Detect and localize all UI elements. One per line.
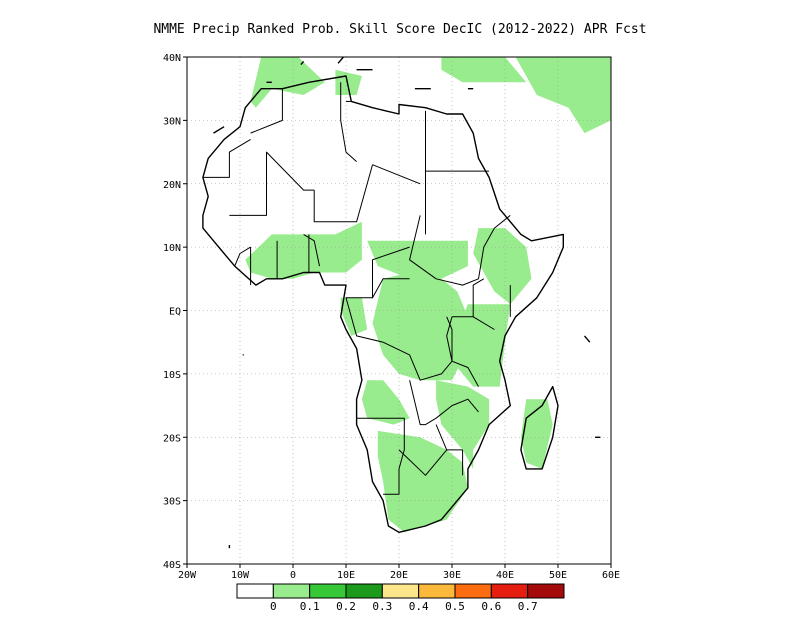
lon-tick-label: 0 [290,570,296,581]
colorbar-swatch [272,583,311,599]
skill-region [367,240,468,279]
lat-tick-label: 20S [163,433,181,444]
latitude-ticks: 40N 30N 20N 10N EQ 10S 20S 30S 40S [163,53,187,571]
country-border [229,151,315,216]
country-border [398,449,463,476]
island-outline [583,335,591,343]
lon-tick-label: 20W [178,570,197,581]
colorbar-swatch [309,583,347,599]
country-border [250,88,283,134]
lon-tick-label: 20E [390,570,408,581]
colorbar-label: 0.5 [445,600,465,613]
skill-region [250,57,325,108]
country-border [409,380,479,426]
skill-region [361,380,410,425]
colorbar-swatch [454,583,492,599]
colorbar-label: 0 [270,600,277,613]
colorbar-swatch [381,583,420,599]
graticule [187,57,611,564]
lon-tick-label: 40E [496,570,514,581]
country-border [234,246,251,267]
colorbar-label: 0.4 [409,600,429,613]
skill-region [372,272,468,381]
country-border [435,424,448,451]
country-border [446,316,479,387]
lat-tick-label: 40N [163,53,181,64]
country-border [303,233,320,267]
island-outline [171,209,176,215]
colorbar-swatch [490,583,529,599]
lat-tick-label: 10N [163,243,181,254]
lat-tick-label: EQ [169,307,181,318]
madagascar-coastline [520,385,559,470]
lon-tick-label: 10W [231,570,250,581]
lon-tick-label: 30E [443,570,461,581]
skill-region [245,221,362,279]
country-border [356,417,405,495]
colorbar-swatch [345,583,383,599]
island-outline [300,60,305,66]
skill-region [441,57,527,83]
lon-tick-label: 10E [337,570,355,581]
colorbar-label: 0.3 [372,600,392,613]
colorbar: 0 0.1 0.2 0.3 0.4 0.5 0.6 0.7 [236,583,565,613]
lat-tick-label: 40S [163,560,181,571]
lat-tick-label: 30S [163,497,181,508]
lat-tick-label: 20N [163,180,181,191]
island-outline [337,57,344,64]
lon-tick-label: 60E [602,570,620,581]
colorbar-label: 0.1 [300,600,320,613]
lat-tick-label: 30N [163,116,181,127]
lat-tick-label: 10S [163,370,181,381]
map-title: NMME Precip Ranked Prob. Skill Score Dec… [153,22,647,37]
colorbar-swatch [418,583,456,599]
skill-shading [245,57,611,533]
colorbar-label: 0.6 [481,600,501,613]
colorbar-label: 0.2 [336,600,356,613]
longitude-ticks: 20W 10W 0 10E 20E 30E 40E 50E 60E [178,564,620,581]
country-border [340,82,357,162]
island-outline [213,126,225,134]
skill-region [436,380,490,469]
skill-region [377,430,468,533]
colorbar-swatch [527,583,565,599]
country-border [202,138,251,178]
africa-coastline [202,75,564,533]
colorbar-label: 0.7 [518,600,538,613]
skill-region [340,297,368,336]
country-border [409,215,511,286]
colorbar-swatch [236,583,274,599]
country-borders [202,82,511,495]
skill-region [457,304,511,387]
skill-region [515,57,611,134]
country-border [313,164,373,223]
country-border [345,297,453,381]
coastlines [171,57,601,549]
country-border [452,278,485,318]
country-border [472,316,495,330]
country-border [372,164,421,185]
lon-tick-label: 50E [549,570,567,581]
